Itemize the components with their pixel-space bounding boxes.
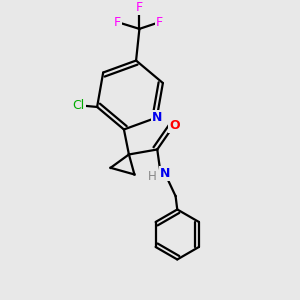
Text: F: F (136, 1, 143, 14)
Text: O: O (169, 119, 180, 132)
Text: H: H (148, 169, 156, 183)
Text: N: N (160, 167, 170, 180)
Text: F: F (156, 16, 163, 29)
Text: F: F (114, 16, 121, 29)
Text: N: N (152, 111, 162, 124)
Text: Cl: Cl (73, 99, 85, 112)
